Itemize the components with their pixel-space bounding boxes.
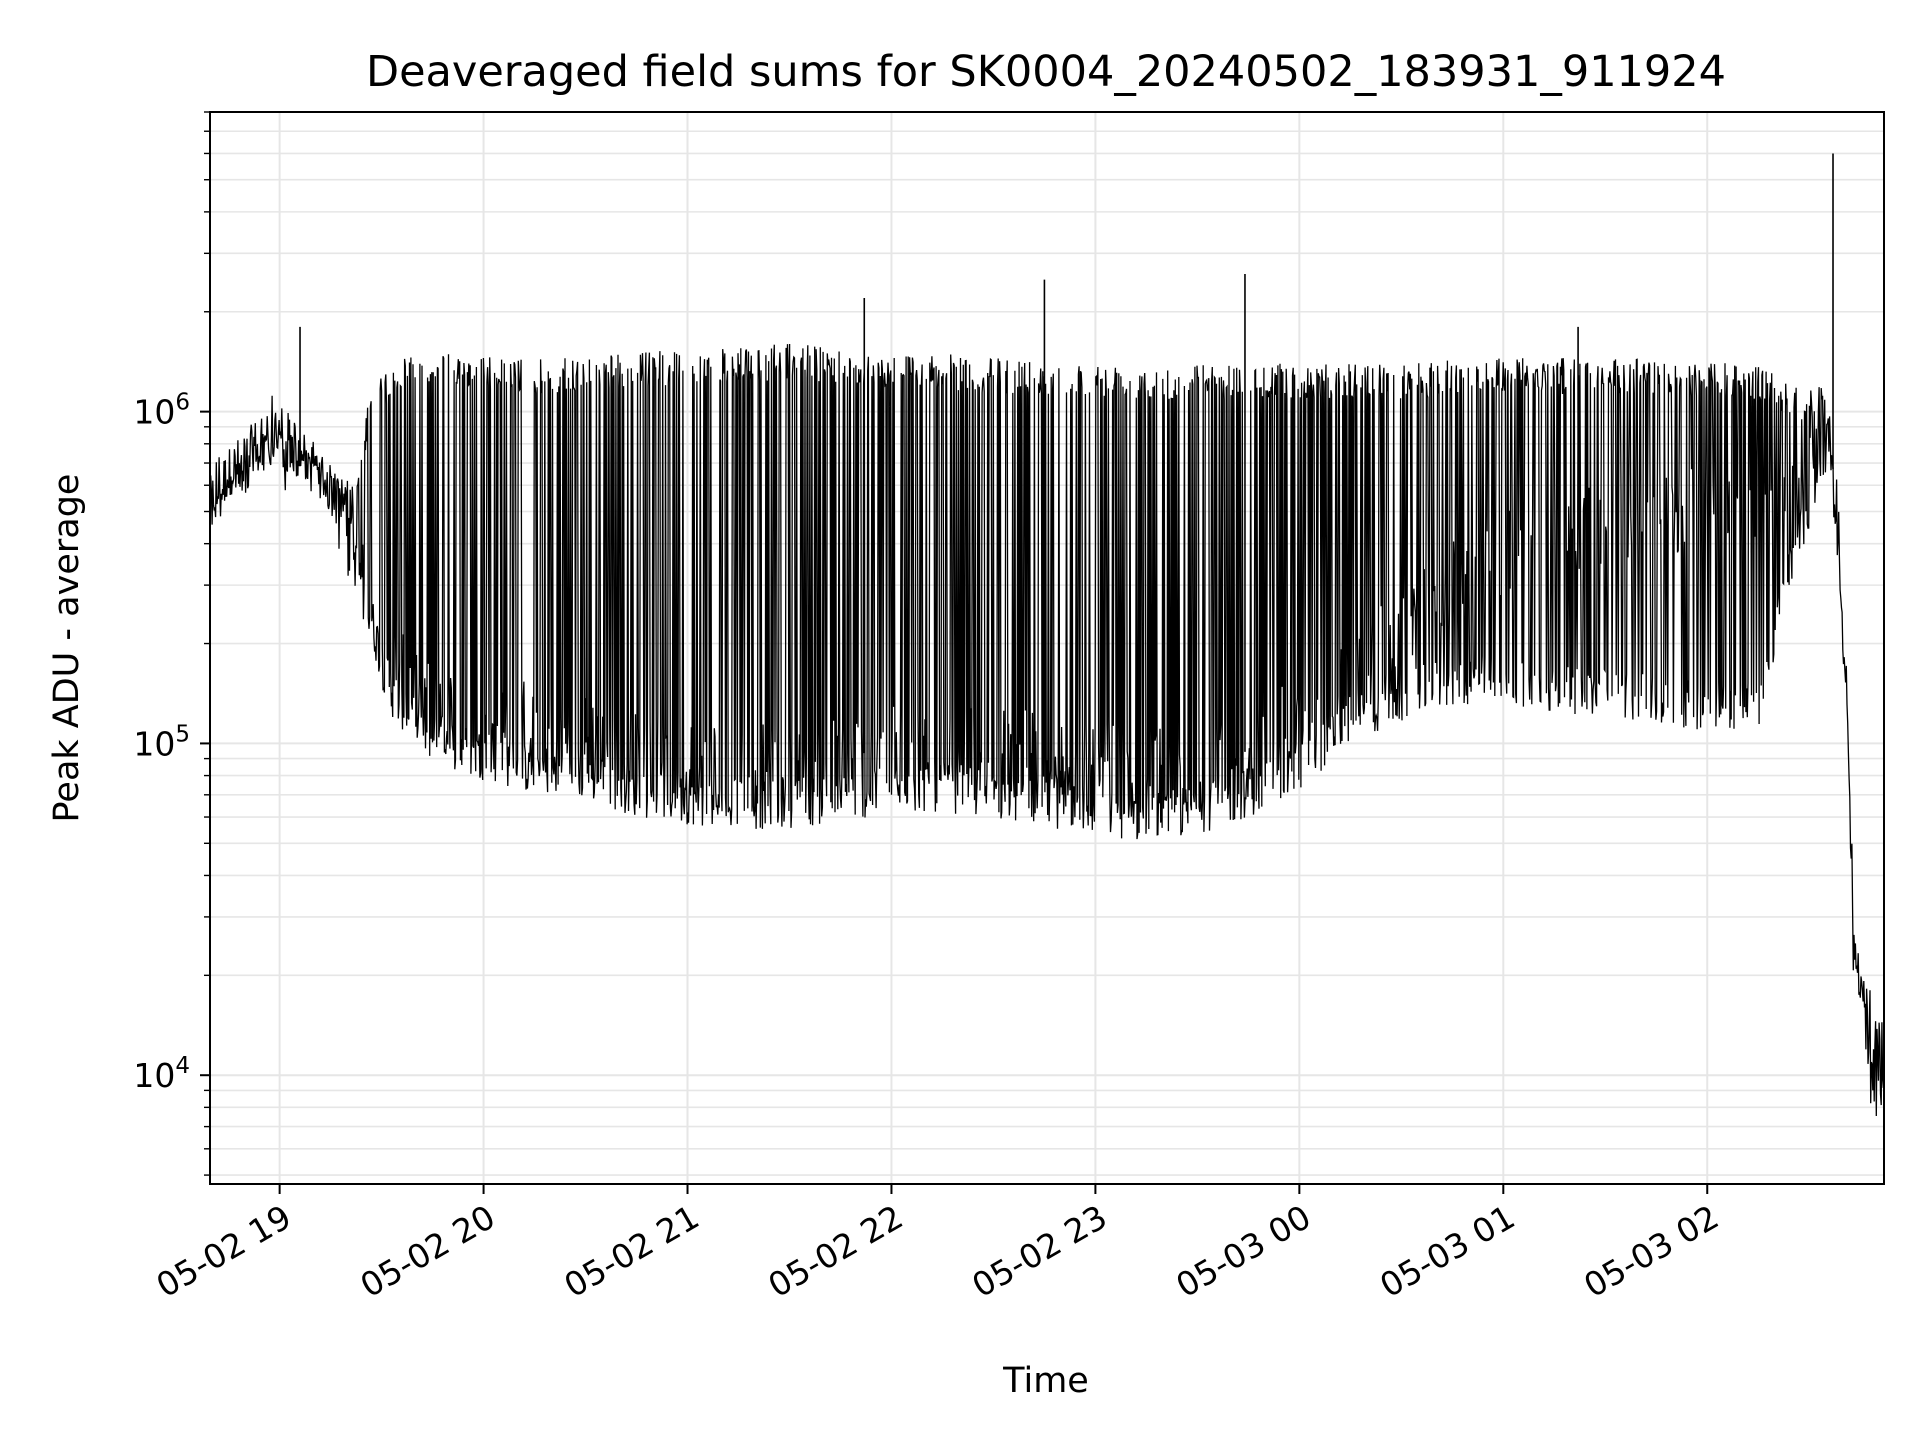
plot-frame [209,111,1885,1185]
series-layer [209,153,1885,1117]
x-axis-title: Time [1002,1361,1089,1401]
y-tick-label: 106 [133,390,190,432]
y-tick-label: 104 [133,1053,190,1095]
y-axis: 104 105 106 [133,111,210,1176]
y-axis-title: Peak ADU - average [47,474,87,823]
chart-title: Deaveraged field sums for SK0004_2024050… [366,47,1726,97]
y-tick-label: 105 [133,721,190,763]
series-line [209,343,1885,1117]
grid-lines [210,111,1884,1184]
